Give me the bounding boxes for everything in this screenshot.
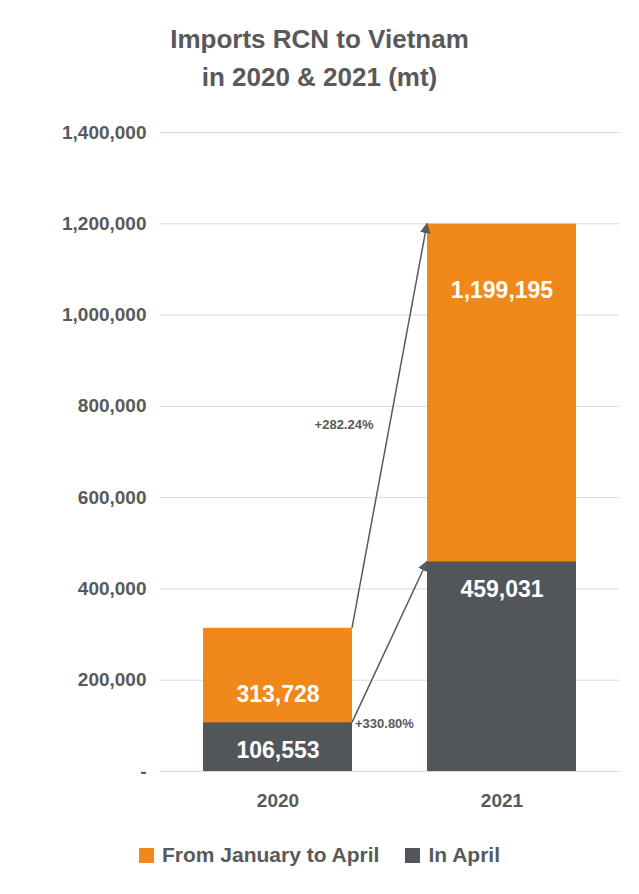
svg-text:+282.24%: +282.24% <box>315 417 374 432</box>
svg-text:1,400,000: 1,400,000 <box>62 122 147 143</box>
svg-text:313,728: 313,728 <box>236 681 319 707</box>
html-text:Imports RCN to Vietnam in 2020: Imports RCN to Vietnam in 2020 & 2021 (m… <box>170 24 469 92</box>
svg-text:106,553: 106,553 <box>236 737 319 763</box>
svg-text:+330.80%: +330.80% <box>355 716 414 731</box>
svg-text:2021: 2021 <box>481 790 524 811</box>
svg-text:459,031: 459,031 <box>460 576 543 602</box>
svg-text:800,000: 800,000 <box>78 395 147 416</box>
svg-text:1,000,000: 1,000,000 <box>62 304 147 325</box>
svg-text:-: - <box>140 761 146 782</box>
html-text:In April: In April <box>428 843 500 866</box>
svg-text:600,000: 600,000 <box>78 487 147 508</box>
svg-text:200,000: 200,000 <box>78 669 147 690</box>
svg-text:400,000: 400,000 <box>78 578 147 599</box>
svg-text:2020: 2020 <box>257 790 299 811</box>
svg-text:1,200,000: 1,200,000 <box>62 213 147 234</box>
svg-text:1,199,195: 1,199,195 <box>451 277 554 303</box>
html-text:From January to April: From January to April <box>162 843 380 866</box>
